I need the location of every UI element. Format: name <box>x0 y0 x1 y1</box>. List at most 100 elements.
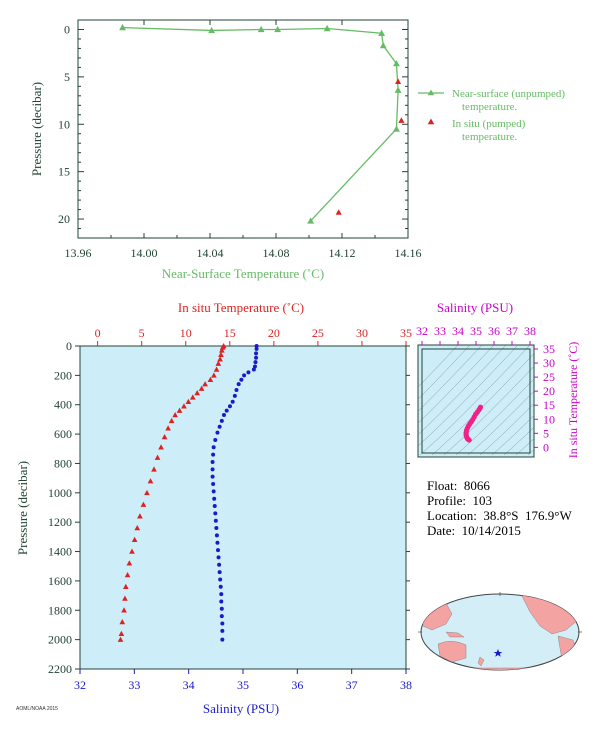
salinity-point <box>218 584 223 589</box>
profile-ytick-label: 200 <box>54 368 72 382</box>
ts-ytick-label: 15 <box>543 398 555 412</box>
ts-inner-border <box>421 348 531 454</box>
temperature-point <box>124 572 131 578</box>
near-surface-point <box>307 217 315 224</box>
temperature-point <box>118 630 125 637</box>
legend-marker-in-situ <box>427 118 435 125</box>
salinity-point <box>213 518 218 523</box>
temperature-point <box>213 366 220 372</box>
land-indonesia <box>445 631 465 638</box>
profile-ytick-label: 1000 <box>48 486 72 500</box>
profile-ytick-label: 800 <box>54 456 72 470</box>
near-surface-ytick-label: 5 <box>64 70 70 84</box>
ts-ytick-label: 35 <box>543 342 555 356</box>
temperature-point <box>189 394 196 400</box>
salinity-point <box>219 418 224 423</box>
salinity-point <box>224 408 229 413</box>
legend-label-near-surface-line1: Near-surface (unpumped) <box>452 88 565 100</box>
legend-marker-near-surface <box>427 89 435 96</box>
ts-xtick-label: 32 <box>416 324 428 338</box>
salinity-point <box>212 496 217 501</box>
salinity-point <box>246 370 251 375</box>
ts-ytick-label: 25 <box>543 370 555 384</box>
salinity-point <box>216 548 221 553</box>
near-surface-ytick-label: 20 <box>58 212 70 226</box>
ts-ytick-label: 30 <box>543 356 555 370</box>
ts-contour <box>479 403 534 456</box>
profile-ytick-label: 2000 <box>48 633 72 647</box>
info-date: Date: 10/14/2015 <box>427 523 521 538</box>
profile-ytick-label: 1200 <box>48 515 72 529</box>
salinity-point <box>214 533 219 538</box>
land-new-zealand <box>477 656 485 667</box>
ts-plot-area <box>417 344 535 458</box>
ts-xtick-label: 34 <box>452 324 464 338</box>
profile-bottom-tick-label: 36 <box>291 678 303 692</box>
salinity-point <box>213 437 218 442</box>
salinity-point <box>217 570 222 575</box>
temperature-point <box>161 434 168 440</box>
temperature-point <box>151 466 157 472</box>
salinity-point <box>232 393 237 398</box>
temperature-point <box>121 607 127 613</box>
temperature-point <box>211 372 217 378</box>
temperature-point <box>168 417 175 424</box>
salinity-point <box>239 377 244 382</box>
temperature-point <box>165 425 171 431</box>
profile-series <box>117 343 259 642</box>
ts-ytick-label: 5 <box>543 426 549 440</box>
salinity-point <box>211 452 216 457</box>
credit-text: AOML/NOAA 2015 <box>16 706 58 712</box>
near-surface-xtick-label: 13.96 <box>65 246 92 260</box>
salinity-point <box>214 526 219 531</box>
in-situ-point <box>335 209 342 215</box>
info-profile: Profile: 103 <box>427 493 492 508</box>
salinity-point <box>211 482 216 487</box>
temperature-point <box>215 360 222 366</box>
profile-top-tick-label: 30 <box>356 326 368 340</box>
profile-top-tick-label: 25 <box>312 326 324 340</box>
profile-bottom-tick-label: 35 <box>237 678 249 692</box>
near-surface-point <box>323 24 331 32</box>
world-map <box>418 592 582 671</box>
salinity-point <box>220 628 225 633</box>
profile-top-xlabel: In situ Temperature (˚C) <box>178 300 304 315</box>
near-surface-xtick-label: 14.16 <box>395 246 422 260</box>
salinity-point <box>254 355 259 360</box>
temperature-point <box>181 403 187 409</box>
profile-top-tick-label: 35 <box>400 326 412 340</box>
ts-xlabel: Salinity (PSU) <box>437 300 513 315</box>
ts-ytick-label: 20 <box>543 384 555 398</box>
profile-bottom-tick-label: 38 <box>400 678 412 692</box>
ts-contour <box>418 345 471 400</box>
salinity-point <box>218 577 223 582</box>
near-surface-point <box>394 86 402 93</box>
ts-xtick-label: 37 <box>506 324 518 338</box>
profile-bottom-tick-label: 37 <box>346 678 358 692</box>
salinity-point <box>215 430 220 435</box>
salinity-point <box>251 367 256 372</box>
near-surface-chart: 13.96 14.00 14.04 14.08 14.12 14.16 0 5 10 15 20 N… <box>29 19 565 281</box>
profile-ytick-label: 1600 <box>48 574 72 588</box>
salinity-point <box>217 424 222 429</box>
ts-contour <box>418 345 507 436</box>
profile-chart: 0 5 10 15 20 25 30 35 32 33 34 35 36 37 38 0 200 400 600 80… <box>15 300 412 716</box>
near-surface-ytick-label: 10 <box>58 117 70 131</box>
profile-bottom-tick-label: 34 <box>183 678 195 692</box>
profile-ticks: 0 5 10 15 20 25 30 35 32 33 34 35 36 37 38 0 200 400 600 80… <box>48 326 412 692</box>
salinity-point <box>221 413 226 418</box>
salinity-point <box>211 445 216 450</box>
near-surface-series <box>119 23 405 224</box>
near-surface-point <box>379 41 387 49</box>
salinity-point <box>210 474 215 479</box>
temperature-point <box>198 385 205 391</box>
salinity-point <box>254 346 259 351</box>
salinity-point <box>219 614 224 619</box>
near-surface-legend: Near-surface (unpumped) temperature. In … <box>418 88 565 143</box>
salinity-point <box>217 562 222 567</box>
near-surface-xlabel: Near-Surface Temperature (˚C) <box>162 266 324 281</box>
profile-top-tick-label: 5 <box>139 326 145 340</box>
temperature-point <box>217 356 223 362</box>
